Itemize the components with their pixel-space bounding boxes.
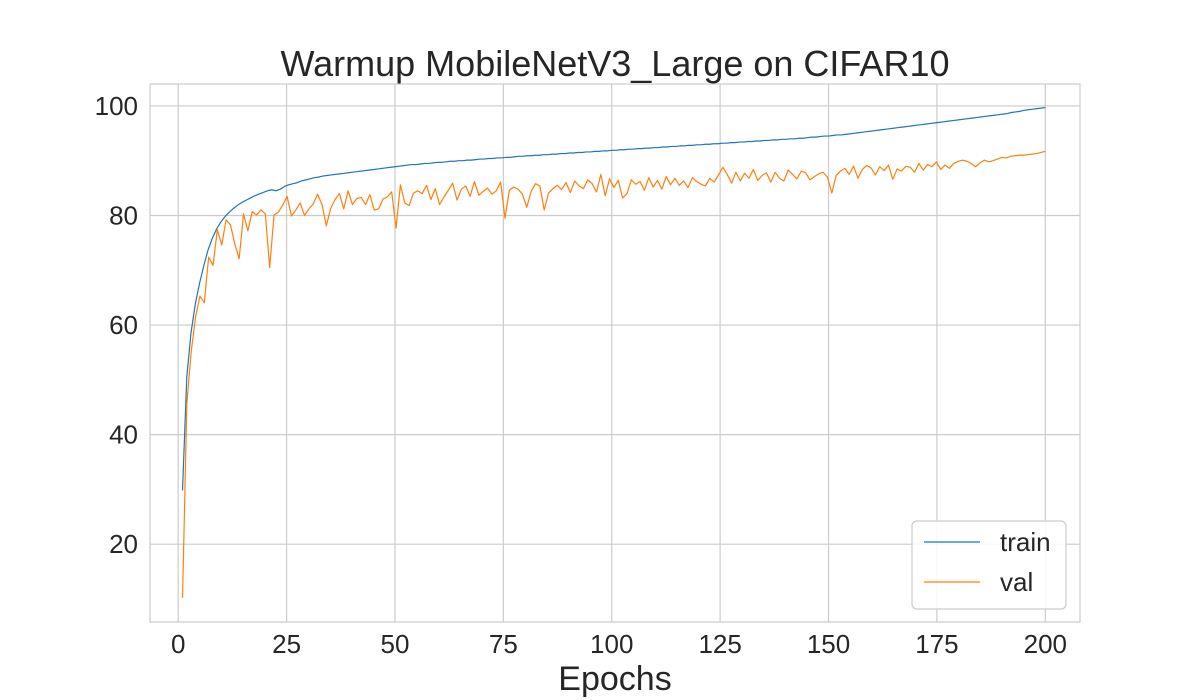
y-tick-label: 100 (95, 91, 138, 121)
y-tick-label: 80 (109, 200, 138, 230)
x-tick-label: 0 (171, 629, 185, 659)
series-line-train (181, 106, 1046, 491)
x-tick-label: 50 (381, 629, 410, 659)
y-tick-label: 60 (109, 310, 138, 340)
y-tick-label: 20 (109, 529, 138, 559)
x-tick-labels: 0 25 50 75 100 125 150 175 200 (171, 629, 1067, 659)
plot-area-frame (149, 83, 1081, 623)
x-axis-label: Epochs (558, 660, 671, 698)
y-tick-label: 40 (109, 420, 138, 450)
x-tick-label: 150 (807, 629, 850, 659)
x-tick-label: 200 (1024, 629, 1067, 659)
series-line-val (181, 150, 1046, 598)
legend-label-train: train (1000, 527, 1051, 557)
x-tick-label: 75 (489, 629, 518, 659)
legend-box (911, 520, 1067, 610)
x-tick-label: 175 (915, 629, 958, 659)
x-tick-label: 125 (698, 629, 741, 659)
chart-title: Warmup MobileNetV3_Large on CIFAR10 (281, 43, 950, 84)
series-layer (181, 106, 1046, 598)
legend: train val (911, 520, 1067, 610)
x-tick-label: 100 (590, 629, 633, 659)
x-tick-label: 25 (272, 629, 301, 659)
y-tick-labels: 20 40 60 80 100 (95, 91, 138, 559)
legend-label-val: val (1000, 567, 1033, 597)
